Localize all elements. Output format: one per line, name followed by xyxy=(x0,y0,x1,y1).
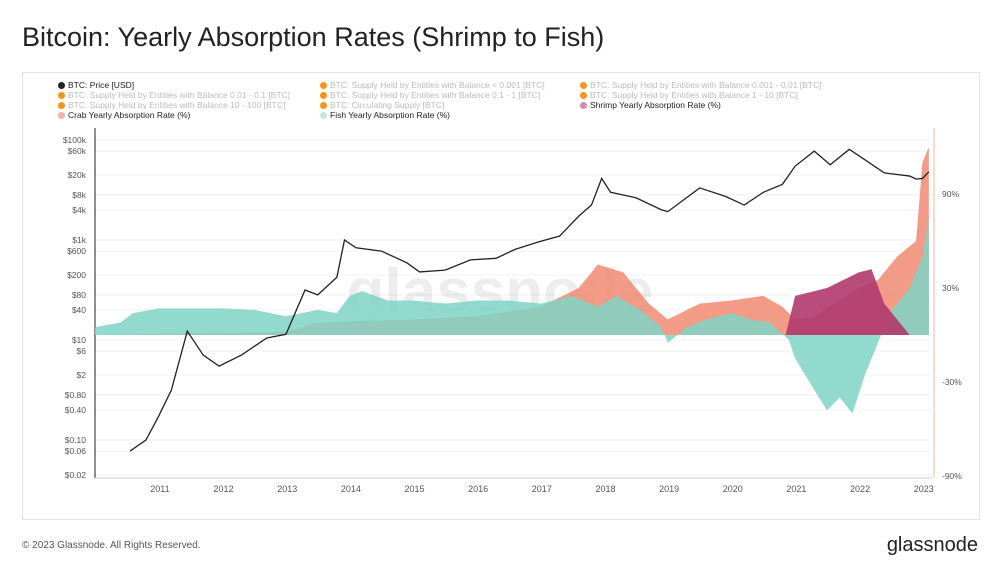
legend-dot-icon xyxy=(580,92,587,99)
legend-label: Fish Yearly Absorption Rate (%) xyxy=(330,110,451,120)
y-left-tick-label: $0.40 xyxy=(65,405,87,415)
y-left-tick-label: $10 xyxy=(72,335,86,345)
y-left-tick-label: $40 xyxy=(72,305,86,315)
legend-label: BTC: Circulating Supply [BTC] xyxy=(330,100,445,110)
legend-item[interactable]: Crab Yearly Absorption Rate (%) xyxy=(58,110,190,120)
y-left-tick-label: $2 xyxy=(77,370,87,380)
legend-label: BTC: Supply Held by Entities with Balanc… xyxy=(330,90,541,100)
x-tick-label: 2023 xyxy=(914,484,934,494)
y-left-tick-label: $8k xyxy=(72,190,86,200)
brand-logo: glassnode xyxy=(886,534,978,556)
x-tick-label: 2013 xyxy=(277,484,297,494)
x-tick-label: 2021 xyxy=(786,484,806,494)
y-left-tick-label: $20k xyxy=(68,170,87,180)
y-left-tick-label: $200 xyxy=(67,270,86,280)
legend-dot-icon xyxy=(58,82,65,89)
legend-dot-icon xyxy=(320,82,327,89)
y-right-tick-label: -30% xyxy=(942,377,962,387)
copyright: © 2023 Glassnode. All Rights Reserved. xyxy=(22,540,201,551)
legend-label: BTC: Supply Held by Entities with Balanc… xyxy=(68,90,291,100)
y-left-tick-label: $100k xyxy=(63,135,87,145)
y-left-tick-label: $600 xyxy=(67,246,86,256)
x-tick-label: 2016 xyxy=(468,484,488,494)
legend-item[interactable]: Fish Yearly Absorption Rate (%) xyxy=(320,110,450,120)
x-tick-label: 2017 xyxy=(532,484,552,494)
y-right-tick-label: 90% xyxy=(942,189,959,199)
legend-dot-icon xyxy=(580,102,587,109)
price-line xyxy=(129,148,930,452)
y-left-tick-label: $1k xyxy=(72,235,86,245)
legend-item[interactable]: Shrimp Yearly Absorption Rate (%) xyxy=(580,100,721,110)
legend-item[interactable]: BTC: Price [USD] xyxy=(58,80,134,90)
x-tick-label: 2018 xyxy=(595,484,615,494)
legend-label: BTC: Supply Held by Entities with Balanc… xyxy=(590,90,798,100)
legend-item[interactable]: BTC: Supply Held by Entities with Balanc… xyxy=(580,90,798,100)
y-left-tick-label: $60k xyxy=(68,146,87,156)
x-tick-label: 2019 xyxy=(659,484,679,494)
x-tick-label: 2015 xyxy=(405,484,425,494)
x-tick-label: 2012 xyxy=(214,484,234,494)
y-right-tick-label: 30% xyxy=(942,283,959,293)
legend-item[interactable]: BTC: Supply Held by Entities with Balanc… xyxy=(58,90,290,100)
x-tick-label: 2020 xyxy=(723,484,743,494)
y-right-tick-label: -90% xyxy=(942,471,962,481)
y-left-tick-label: $6 xyxy=(77,346,87,356)
legend-item[interactable]: BTC: Supply Held by Entities with Balanc… xyxy=(320,80,545,90)
legend-dot-icon xyxy=(58,112,65,119)
chart-container xyxy=(22,72,980,520)
legend-item[interactable]: BTC: Supply Held by Entities with Balanc… xyxy=(58,100,285,110)
legend-label: BTC: Supply Held by Entities with Balanc… xyxy=(330,80,545,90)
legend-dot-icon xyxy=(320,112,327,119)
legend-dot-icon xyxy=(320,92,327,99)
legend-label: Crab Yearly Absorption Rate (%) xyxy=(68,110,191,120)
legend-item[interactable]: BTC: Supply Held by Entities with Balanc… xyxy=(320,90,540,100)
legend-label: BTC: Supply Held by Entities with Balanc… xyxy=(590,80,822,90)
y-left-tick-label: $0.02 xyxy=(65,470,87,480)
y-left-tick-label: $0.80 xyxy=(65,390,87,400)
legend-dot-icon xyxy=(320,102,327,109)
y-left-tick-label: $0.10 xyxy=(65,435,87,445)
y-left-tick-label: $4k xyxy=(72,205,86,215)
legend-item[interactable]: BTC: Supply Held by Entities with Balanc… xyxy=(580,80,822,90)
legend-label: BTC: Price [USD] xyxy=(68,80,135,90)
page-title: Bitcoin: Yearly Absorption Rates (Shrimp… xyxy=(22,22,605,52)
area-fish xyxy=(95,217,929,414)
y-left-tick-label: $80 xyxy=(72,290,86,300)
legend-dot-icon xyxy=(58,92,65,99)
legend-label: Shrimp Yearly Absorption Rate (%) xyxy=(590,100,721,110)
x-tick-label: 2014 xyxy=(341,484,361,494)
x-tick-label: 2022 xyxy=(850,484,870,494)
legend-label: BTC: Supply Held by Entities with Balanc… xyxy=(68,100,286,110)
legend-dot-icon xyxy=(58,102,65,109)
legend-item[interactable]: BTC: Circulating Supply [BTC] xyxy=(320,100,444,110)
area-shrimp xyxy=(785,269,910,335)
y-left-tick-label: $0.06 xyxy=(65,446,87,456)
legend-dot-icon xyxy=(580,82,587,89)
x-tick-label: 2011 xyxy=(150,484,169,494)
